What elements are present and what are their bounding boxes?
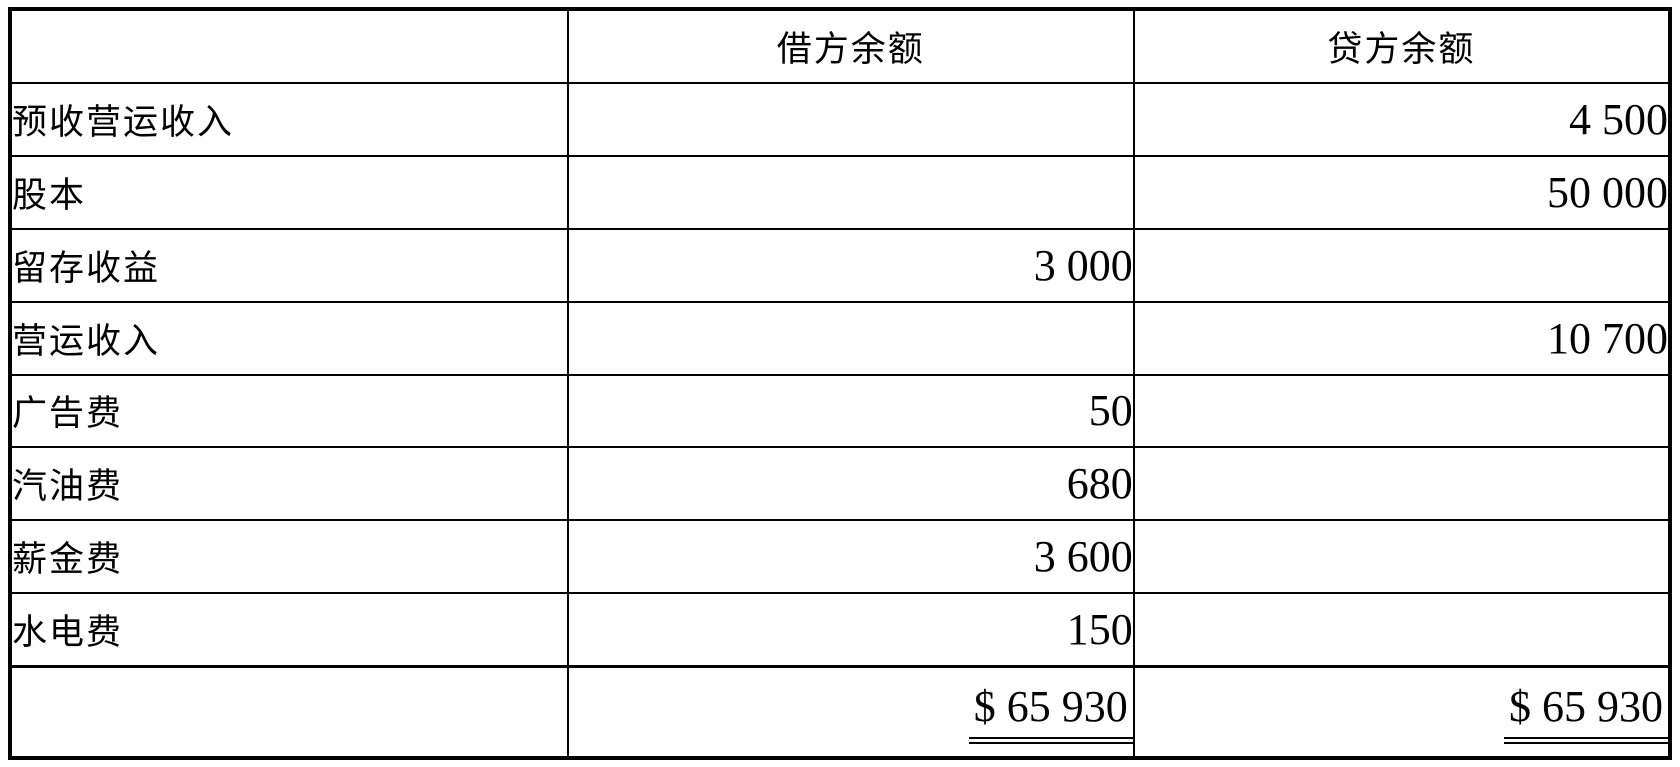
table-row: 预收营运收入 4 500 <box>9 82 1672 158</box>
total-debit-cell: $ 65 930 <box>566 665 1135 760</box>
credit-value <box>1132 373 1672 449</box>
trial-balance-table: 借方余额 贷方余额 预收营运收入 4 500 股本 50 000 留存收益 3 … <box>8 7 1672 760</box>
debit-column-header: 借方余额 <box>566 7 1135 85</box>
account-name: 水电费 <box>9 592 569 668</box>
credit-value <box>1132 446 1672 522</box>
credit-column-header: 贷方余额 <box>1132 7 1672 85</box>
debit-value <box>566 155 1135 230</box>
account-name: 股本 <box>9 155 569 230</box>
debit-value: 680 <box>566 446 1135 522</box>
account-name: 薪金费 <box>9 519 569 594</box>
total-row: $ 65 930 $ 65 930 <box>9 665 1672 760</box>
debit-value: 3 000 <box>566 227 1135 303</box>
total-credit-cell: $ 65 930 <box>1132 665 1672 760</box>
table-row: 留存收益 3 000 <box>9 227 1672 303</box>
header-row: 借方余额 贷方余额 <box>9 7 1672 85</box>
table-row: 营运收入 10 700 <box>9 300 1672 376</box>
table-row: 薪金费 3 600 <box>9 519 1672 594</box>
credit-value: 10 700 <box>1132 300 1672 376</box>
table-row: 股本 50 000 <box>9 155 1672 230</box>
account-name: 营运收入 <box>9 300 569 376</box>
credit-value: 4 500 <box>1132 82 1672 158</box>
total-debit-value: $ 65 930 <box>968 681 1132 744</box>
debit-value: 150 <box>566 592 1135 668</box>
table-row: 广告费 50 <box>9 373 1672 449</box>
table-row: 水电费 150 <box>9 592 1672 668</box>
debit-value: 3 600 <box>566 519 1135 594</box>
credit-value <box>1132 519 1672 594</box>
table-row: 汽油费 680 <box>9 446 1672 522</box>
account-name: 汽油费 <box>9 446 569 522</box>
credit-value: 50 000 <box>1132 155 1672 230</box>
total-row-empty-cell <box>9 665 569 760</box>
credit-value <box>1132 227 1672 303</box>
total-credit-value: $ 65 930 <box>1504 681 1668 744</box>
account-name: 留存收益 <box>9 227 569 303</box>
debit-value <box>566 82 1135 158</box>
account-name: 广告费 <box>9 373 569 449</box>
debit-value: 50 <box>566 373 1135 449</box>
account-name: 预收营运收入 <box>9 82 569 158</box>
debit-value <box>566 300 1135 376</box>
credit-value <box>1132 592 1672 668</box>
account-column-header <box>9 7 569 85</box>
